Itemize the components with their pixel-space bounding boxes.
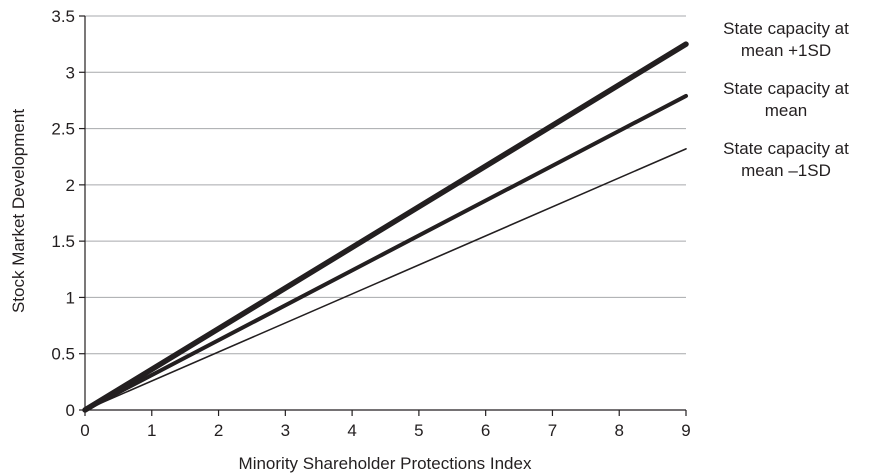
x-tick-label: 2 — [214, 421, 223, 440]
series-label: mean — [765, 101, 808, 120]
series-line — [82, 41, 689, 413]
x-tick-label: 3 — [281, 421, 290, 440]
x-axis-ticks: 0 1 2 3 4 5 6 7 8 9 — [80, 410, 691, 440]
series-line — [83, 93, 688, 412]
x-tick-label: 6 — [481, 421, 490, 440]
series-label: mean –1SD — [741, 161, 831, 180]
x-tick-label: 4 — [347, 421, 356, 440]
y-tick-label: 2.5 — [51, 120, 75, 139]
x-tick-label: 0 — [80, 421, 89, 440]
x-tick-label: 5 — [414, 421, 423, 440]
y-tick-label: 1 — [66, 288, 75, 307]
grid-lines — [85, 15, 686, 355]
series-label: State capacity at — [723, 19, 849, 38]
y-tick-label: 0 — [66, 401, 75, 420]
series-label: mean +1SD — [741, 41, 831, 60]
y-tick-label: 1.5 — [51, 232, 75, 251]
y-tick-label: 3.5 — [51, 7, 75, 26]
y-tick-label: 0.5 — [51, 345, 75, 364]
axes — [84, 16, 686, 411]
series-labels: State capacity at mean +1SD State capacity… — [723, 19, 849, 180]
series-label: State capacity at — [723, 79, 849, 98]
y-tick-label: 3 — [66, 63, 75, 82]
y-axis-ticks: 0 0.5 1 1.5 2 2.5 3 3.5 — [51, 7, 85, 420]
series-lines — [82, 41, 689, 413]
x-axis-title: Minority Shareholder Protections Index — [239, 454, 532, 473]
x-tick-label: 7 — [548, 421, 557, 440]
x-tick-label: 9 — [681, 421, 690, 440]
y-axis-title: Stock Market Development — [9, 109, 28, 313]
x-tick-label: 8 — [614, 421, 623, 440]
series-line — [84, 148, 687, 411]
y-tick-label: 2 — [66, 176, 75, 195]
x-tick-label: 1 — [147, 421, 156, 440]
series-label: State capacity at — [723, 139, 849, 158]
